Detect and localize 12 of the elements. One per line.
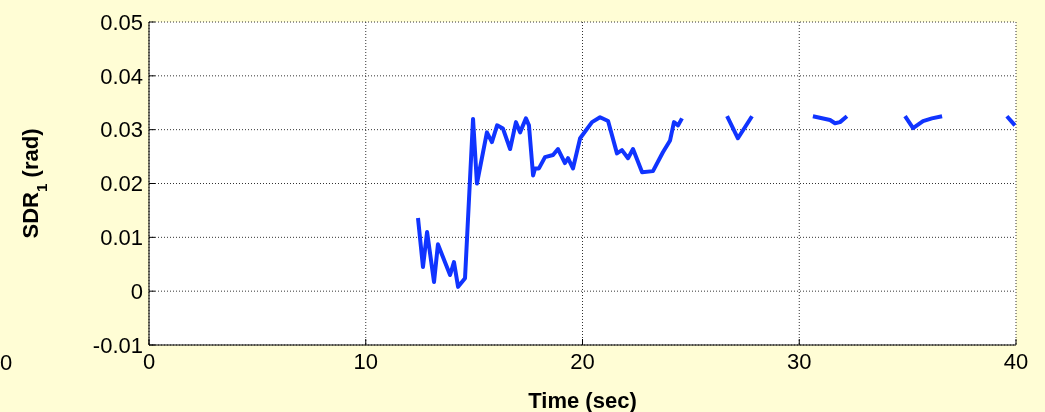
- y-tick-label: 0.05: [100, 9, 143, 35]
- y-tick-label: 0.02: [100, 171, 143, 197]
- y-tick-label: -0.01: [92, 332, 143, 358]
- y-tick-label: 0.01: [100, 225, 143, 251]
- y-tick-label: 0.04: [100, 63, 143, 89]
- x-tick-label: 40: [1003, 348, 1029, 374]
- x-tick-label: 20: [570, 348, 595, 374]
- x-tick-label: 10: [353, 348, 378, 374]
- y-tick-label: 0: [130, 278, 143, 304]
- y-tick-label: 0.03: [100, 117, 143, 143]
- x-axis-title: Time (sec): [528, 388, 637, 412]
- x-tick-label: 30: [787, 348, 812, 374]
